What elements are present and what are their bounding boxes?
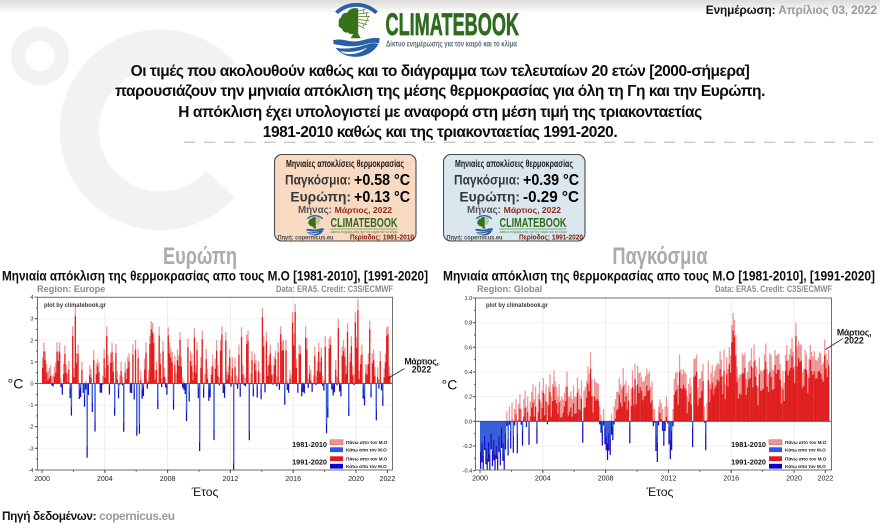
svg-text:Ευρώπη:: Ευρώπη: [459, 189, 520, 204]
svg-text:Πάνω απο τον Μ.Ο: Πάνω απο τον Μ.Ο [785, 440, 827, 445]
svg-text:-0.2: -0.2 [463, 444, 473, 450]
svg-text:Περίοδος: 1981-2010: Περίοδος: 1981-2010 [350, 232, 414, 241]
svg-text:-4: -4 [29, 468, 34, 474]
svg-text:Μηνιαία απόκλιση της θερμοκρασ: Μηνιαία απόκλιση της θερμοκρασίας απο το… [2, 269, 428, 284]
svg-text:Πάνω απο τον Μ.Ο: Πάνω απο τον Μ.Ο [346, 440, 388, 445]
svg-text:2022: 2022 [844, 336, 864, 346]
svg-text:Region: Global: Region: Global [477, 284, 542, 294]
svg-text:Μήνας: Μάρτιος, 2022: Μήνας: Μάρτιος, 2022 [467, 204, 561, 215]
svg-text:+0.39 °C: +0.39 °C [523, 172, 579, 189]
svg-text:Περίοδος: 1991-2020: Περίοδος: 1991-2020 [519, 232, 583, 241]
svg-text:-1: -1 [29, 403, 34, 409]
svg-text:-0.29 °C: -0.29 °C [523, 189, 579, 206]
svg-text:plot by climatebook.gr: plot by climatebook.gr [486, 302, 548, 309]
svg-text:1991-2020: 1991-2020 [292, 458, 327, 467]
svg-text:2000: 2000 [34, 475, 50, 483]
svg-text:Μηνιαίες αποκλίσεις θερμοκρασί: Μηνιαίες αποκλίσεις θερμοκρασίας [286, 159, 404, 170]
svg-text:0.0: 0.0 [465, 419, 473, 425]
svg-text:2012: 2012 [223, 475, 239, 483]
svg-text:Κάτω απο τον Μ.Ο: Κάτω απο τον Μ.Ο [346, 464, 387, 469]
svg-text:Data: ERA5. Credit: C3S/ECMWF: Data: ERA5. Credit: C3S/ECMWF [715, 284, 832, 294]
svg-text:-0.4: -0.4 [463, 469, 473, 475]
svg-text:Παγκόσμια:: Παγκόσμια: [285, 172, 351, 187]
svg-text:1981-2010: 1981-2010 [292, 440, 327, 449]
svg-text:-2: -2 [29, 425, 34, 431]
svg-text:Μήνας: Μάρτιος, 2022: Μήνας: Μάρτιος, 2022 [297, 204, 391, 215]
svg-text:2004: 2004 [97, 475, 113, 483]
svg-text:+0.13 °C: +0.13 °C [354, 189, 410, 206]
svg-text:Έτος: Έτος [646, 485, 674, 499]
svg-text:1: 1 [30, 360, 33, 366]
svg-text:°C: °C [442, 377, 458, 393]
svg-text:2022: 2022 [818, 475, 834, 483]
svg-text:2000: 2000 [472, 475, 488, 483]
svg-text:1.0: 1.0 [465, 296, 473, 302]
svg-text:Πάνω απο τον Μ.Ο: Πάνω απο τον Μ.Ο [785, 457, 827, 462]
svg-text:Μάρτιος,: Μάρτιος, [837, 328, 871, 338]
svg-text:Μηνιαία απόκλιση της θερμοκρασ: Μηνιαία απόκλιση της θερμοκρασίας απο το… [443, 269, 875, 284]
svg-text:2022: 2022 [412, 365, 432, 375]
svg-text:Κάτω απο τον Μ.Ο: Κάτω απο τον Μ.Ο [346, 448, 387, 453]
svg-text:2022: 2022 [380, 475, 396, 483]
svg-text:Μάρτιος,: Μάρτιος, [404, 357, 438, 367]
svg-text:-3: -3 [29, 446, 34, 452]
svg-text:2008: 2008 [598, 475, 614, 483]
svg-text:0.4: 0.4 [465, 370, 473, 376]
svg-text:Πηγή: copernicus.eu: Πηγή: copernicus.eu [447, 234, 503, 241]
svg-text:Δίκτυο ενημέρωσης για τον καιρ: Δίκτυο ενημέρωσης για τον καιρό και το κ… [386, 39, 517, 49]
svg-text:Μηνιαίες αποκλίσεις θερμοκρασί: Μηνιαίες αποκλίσεις θερμοκρασίας [455, 159, 573, 170]
svg-text:Πάνω απο τον Μ.Ο: Πάνω απο τον Μ.Ο [346, 457, 388, 462]
svg-text:Δίκτυο ενημέρωσης για τον καιρ: Δίκτυο ενημέρωσης για τον καιρό και το κ… [500, 229, 567, 233]
svg-text:0.2: 0.2 [465, 395, 473, 401]
svg-text:2020: 2020 [348, 475, 364, 483]
svg-text:0.8: 0.8 [465, 321, 473, 327]
svg-text:2012: 2012 [661, 475, 677, 483]
svg-text:0: 0 [30, 382, 33, 388]
svg-text:CLIMATEBOOK: CLIMATEBOOK [386, 6, 520, 42]
svg-text:CLIMATEBOOK: CLIMATEBOOK [500, 216, 567, 230]
svg-text:3: 3 [30, 317, 33, 323]
svg-text:Κάτω απο τον Μ.Ο: Κάτω απο τον Μ.Ο [785, 464, 826, 469]
svg-text:plot by climatebook.gr: plot by climatebook.gr [44, 302, 106, 309]
svg-text:Παγκόσμια:: Παγκόσμια: [454, 172, 520, 187]
svg-text:Region: Europe: Region: Europe [37, 284, 105, 294]
svg-text:Ευρώπη:: Ευρώπη: [290, 189, 351, 204]
svg-text:+0.58 °C: +0.58 °C [354, 172, 410, 189]
svg-text:Πηγή: copernicus.eu: Πηγή: copernicus.eu [277, 234, 333, 241]
svg-text:Data: ERA5. Credit: C3S/ECMWF: Data: ERA5. Credit: C3S/ECMWF [276, 284, 393, 294]
svg-text:Έτος: Έτος [191, 485, 219, 499]
svg-text:2016: 2016 [285, 475, 301, 483]
svg-text:°C: °C [8, 376, 24, 392]
svg-text:0.6: 0.6 [465, 345, 473, 351]
svg-text:Κάτω απο τον Μ.Ο: Κάτω απο τον Μ.Ο [785, 448, 826, 453]
svg-text:CLIMATEBOOK: CLIMATEBOOK [330, 216, 397, 230]
svg-text:2: 2 [30, 338, 33, 344]
svg-text:2004: 2004 [535, 475, 551, 483]
svg-text:1981-2010: 1981-2010 [731, 440, 766, 449]
svg-text:2016: 2016 [723, 475, 739, 483]
svg-text:4: 4 [30, 295, 33, 301]
svg-text:1991-2020: 1991-2020 [731, 458, 766, 467]
svg-text:Δίκτυο ενημέρωσης για τον καιρ: Δίκτυο ενημέρωσης για τον καιρό και το κ… [330, 229, 397, 233]
svg-text:2008: 2008 [160, 475, 176, 483]
svg-text:2020: 2020 [786, 475, 802, 483]
